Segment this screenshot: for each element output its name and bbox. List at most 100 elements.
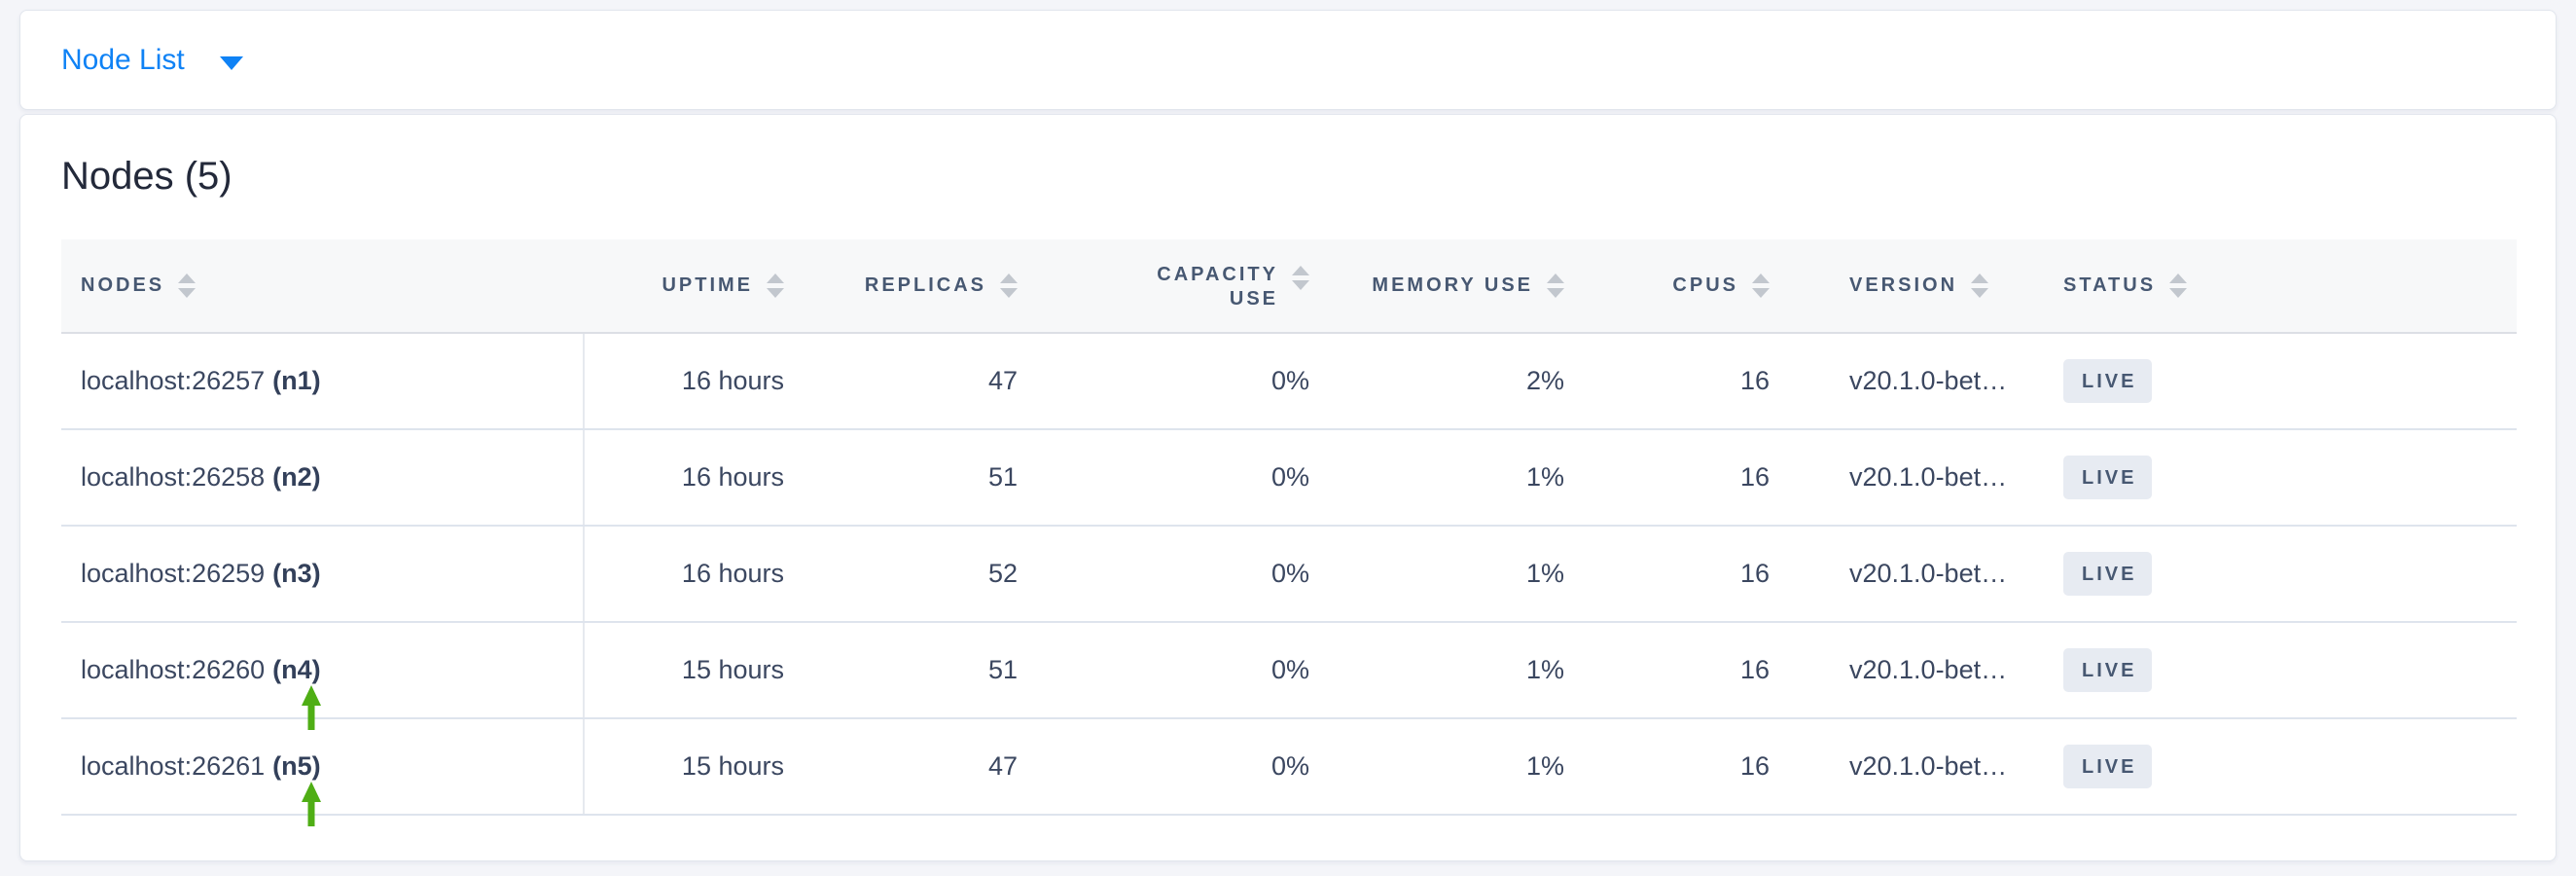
cell-status: LIVE <box>2044 719 2517 814</box>
cell-status: LIVE <box>2044 334 2517 428</box>
sort-up-triangle <box>1000 274 1018 283</box>
column-header-label: REPLICAS <box>864 274 986 296</box>
cell-capacity_use: 0% <box>1270 655 1309 684</box>
column-header-capacity_use[interactable]: CAPACITY USE <box>1027 239 1319 332</box>
cell-version: v20.1.0-bet… <box>1849 366 2008 395</box>
sort-arrows-icon <box>767 274 784 298</box>
green-up-arrow-icon <box>302 685 321 730</box>
cell-cpus: 16 <box>1739 751 1770 781</box>
node-id: (n4) <box>272 655 321 684</box>
sort-arrows-icon <box>1547 274 1564 298</box>
column-header-status[interactable]: STATUS <box>2044 239 2517 332</box>
node-id: (n5) <box>272 751 321 781</box>
table-row-node-1[interactable]: localhost:26257 (n1) 16 hours 47 0% 2% 16 v20.1… <box>61 334 2517 430</box>
cell-version: v20.1.0-bet… <box>1849 655 2008 684</box>
table-row-node-5[interactable]: localhost:26261 (n5) 15 hours 47 0% 1% 16 v20.1… <box>61 719 2517 826</box>
node-id: (n3) <box>272 559 321 588</box>
sort-up-triangle <box>1292 266 1309 275</box>
cell-status: LIVE <box>2044 430 2517 525</box>
cell-version: v20.1.0-bet… <box>1849 462 2008 492</box>
sort-down-triangle <box>1547 288 1564 298</box>
cell-capacity_use: 0% <box>1270 751 1309 781</box>
status-badge: LIVE <box>2063 359 2153 403</box>
cell-cpus: 16 <box>1739 655 1770 684</box>
node-id: (n1) <box>272 366 321 395</box>
sort-up-triangle <box>1971 274 1989 283</box>
cell-nodes: localhost:26260 (n4) <box>61 623 585 730</box>
cell-replicas: 52 <box>987 559 1018 588</box>
column-header-memory_use[interactable]: MEMORY USE <box>1319 239 1574 332</box>
node-address: localhost:26261 <box>81 751 266 781</box>
sort-up-triangle <box>767 274 784 283</box>
nodes-table: NODES UPTIME REPLICAS CAPACITY USE MEMORY US… <box>61 239 2517 826</box>
column-header-label: UPTIME <box>662 274 753 296</box>
sort-arrows-icon <box>178 274 197 298</box>
column-header-uptime[interactable]: UPTIME <box>585 239 794 332</box>
sort-up-triangle <box>1547 274 1564 283</box>
sort-down-triangle <box>1292 280 1309 290</box>
column-header-label: CPUS <box>1672 274 1738 296</box>
green-up-arrow-icon <box>302 782 321 826</box>
cell-nodes: localhost:26259 (n3) <box>61 527 585 621</box>
status-badge: LIVE <box>2063 456 2153 499</box>
column-header-replicas[interactable]: REPLICAS <box>794 239 1027 332</box>
sort-down-triangle <box>178 288 197 298</box>
cell-version: v20.1.0-bet… <box>1849 559 2008 588</box>
sort-up-triangle <box>178 274 197 283</box>
node-list-dropdown[interactable]: Node List <box>20 11 243 109</box>
node-address: localhost:26258 <box>81 462 266 492</box>
cell-uptime: 16 hours <box>681 559 784 588</box>
node-list-dropdown-bar: Node List <box>19 10 2557 110</box>
sort-down-triangle <box>1971 288 1989 298</box>
cell-capacity_use: 0% <box>1270 366 1309 395</box>
chevron-down-icon <box>219 55 243 70</box>
status-badge: LIVE <box>2063 745 2153 788</box>
column-header-nodes[interactable]: NODES <box>61 239 585 332</box>
column-header-cpus[interactable]: CPUS <box>1574 239 1779 332</box>
cell-cpus: 16 <box>1739 559 1770 588</box>
sort-arrows-icon <box>1752 274 1770 298</box>
cell-replicas: 51 <box>987 655 1018 684</box>
column-header-label: NODES <box>81 274 165 296</box>
cell-memory_use: 1% <box>1525 559 1564 588</box>
cell-uptime: 16 hours <box>681 366 784 395</box>
cell-memory_use: 2% <box>1525 366 1564 395</box>
sort-arrows-icon <box>1971 274 1989 298</box>
column-header-label: VERSION <box>1849 274 1958 296</box>
sort-down-triangle <box>1000 288 1018 298</box>
cell-nodes: localhost:26257 (n1) <box>61 334 585 428</box>
sort-up-triangle <box>1752 274 1770 283</box>
cell-memory_use: 1% <box>1525 655 1564 684</box>
node-list-dropdown-label: Node List <box>61 43 185 76</box>
node-address: localhost:26260 <box>81 655 266 684</box>
node-address: localhost:26257 <box>81 366 266 395</box>
node-address: localhost:26259 <box>81 559 266 588</box>
sort-arrows-icon <box>1000 274 1018 298</box>
cell-nodes: localhost:26258 (n2) <box>61 430 585 525</box>
cell-status: LIVE <box>2044 527 2517 621</box>
cell-replicas: 51 <box>987 462 1018 492</box>
cell-cpus: 16 <box>1739 462 1770 492</box>
column-header-label: STATUS <box>2063 274 2157 296</box>
sort-down-triangle <box>1752 288 1770 298</box>
column-header-version[interactable]: VERSION <box>1779 239 2044 332</box>
table-body: localhost:26257 (n1) 16 hours 47 0% 2% 16 v20.1… <box>61 334 2517 826</box>
sort-arrows-icon <box>1292 266 1309 290</box>
sort-down-triangle <box>767 288 784 298</box>
table-row-node-3[interactable]: localhost:26259 (n3) 16 hours 52 0% 1% 16 v20.1… <box>61 527 2517 623</box>
page-title: Nodes (5) <box>61 155 233 198</box>
table-row-node-2[interactable]: localhost:26258 (n2) 16 hours 51 0% 1% 16 v20.1… <box>61 430 2517 527</box>
sort-down-triangle <box>2169 288 2188 298</box>
cell-uptime: 15 hours <box>681 655 784 684</box>
cell-status: LIVE <box>2044 623 2517 717</box>
cell-memory_use: 1% <box>1525 751 1564 781</box>
table-row-node-4[interactable]: localhost:26260 (n4) 15 hours 51 0% 1% 16 v20.1… <box>61 623 2517 730</box>
status-badge: LIVE <box>2063 552 2153 596</box>
cell-replicas: 47 <box>987 751 1018 781</box>
cell-capacity_use: 0% <box>1270 559 1309 588</box>
cell-version: v20.1.0-bet… <box>1849 751 2008 781</box>
cell-uptime: 15 hours <box>681 751 784 781</box>
sort-arrows-icon <box>2169 274 2188 298</box>
nodes-panel: Nodes (5) NODES UPTIME REPLICAS CAPACITY US… <box>19 114 2557 861</box>
status-badge: LIVE <box>2063 648 2153 692</box>
